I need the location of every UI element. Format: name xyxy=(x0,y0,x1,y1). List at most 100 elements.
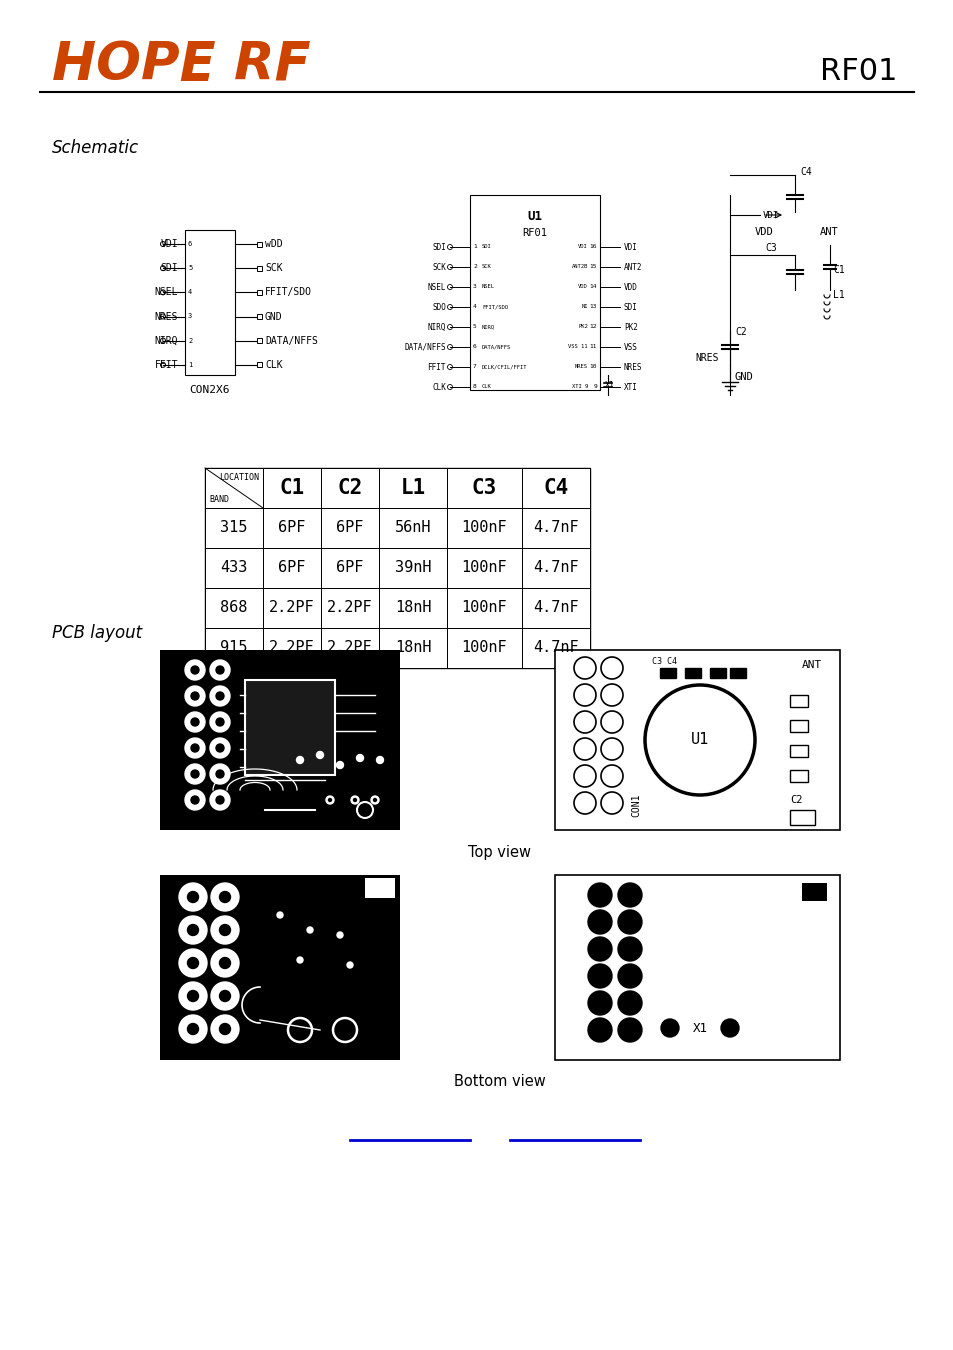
Bar xyxy=(205,508,263,548)
Text: ANT2B: ANT2B xyxy=(571,265,587,270)
Text: wDD: wDD xyxy=(265,239,282,248)
Bar xyxy=(320,589,378,628)
Circle shape xyxy=(307,927,313,933)
Text: CON1: CON1 xyxy=(630,794,640,817)
Text: RF01: RF01 xyxy=(820,58,897,86)
Circle shape xyxy=(188,891,198,903)
Bar xyxy=(263,628,320,668)
Circle shape xyxy=(587,991,612,1015)
Circle shape xyxy=(374,798,376,802)
Circle shape xyxy=(215,744,224,752)
Text: U1: U1 xyxy=(690,733,708,748)
Circle shape xyxy=(587,964,612,988)
Text: Schematic: Schematic xyxy=(52,139,139,157)
Text: 315: 315 xyxy=(220,521,248,536)
Text: 100nF: 100nF xyxy=(461,640,507,656)
Circle shape xyxy=(191,693,199,701)
Bar xyxy=(789,810,814,825)
Bar xyxy=(263,508,320,548)
Text: 13: 13 xyxy=(589,305,597,309)
Text: NIRQ: NIRQ xyxy=(481,324,495,329)
Bar xyxy=(256,242,262,247)
Text: 100nF: 100nF xyxy=(461,560,507,575)
Circle shape xyxy=(328,798,331,802)
Circle shape xyxy=(211,883,239,911)
Text: 4.7nF: 4.7nF xyxy=(533,521,578,536)
Bar xyxy=(659,668,676,678)
Text: C3: C3 xyxy=(472,478,497,498)
Text: FFIT: FFIT xyxy=(427,363,446,371)
Text: GND: GND xyxy=(265,312,282,321)
Bar xyxy=(320,628,378,668)
Text: NSEL: NSEL xyxy=(427,282,446,292)
Circle shape xyxy=(188,1023,198,1034)
Text: PK2: PK2 xyxy=(578,324,587,329)
Circle shape xyxy=(587,883,612,907)
Text: DATA/NFFS: DATA/NFFS xyxy=(265,336,317,346)
Text: HOPE RF: HOPE RF xyxy=(52,39,311,90)
Text: C3: C3 xyxy=(764,243,776,252)
Text: 1: 1 xyxy=(473,244,476,250)
Text: Top view: Top view xyxy=(468,845,531,860)
Text: GND: GND xyxy=(734,373,753,382)
Text: C1: C1 xyxy=(832,265,843,275)
Circle shape xyxy=(188,991,198,1002)
Text: C2: C2 xyxy=(734,327,746,338)
Bar xyxy=(378,628,447,668)
Bar xyxy=(521,589,589,628)
Circle shape xyxy=(296,756,303,764)
Circle shape xyxy=(376,756,383,764)
Text: 868: 868 xyxy=(220,601,248,616)
Text: CLK: CLK xyxy=(265,360,282,370)
Circle shape xyxy=(191,744,199,752)
Circle shape xyxy=(219,925,231,936)
Text: 14: 14 xyxy=(589,285,597,289)
Text: 6PF: 6PF xyxy=(278,521,305,536)
Bar xyxy=(447,548,521,589)
Text: 15: 15 xyxy=(589,265,597,270)
Circle shape xyxy=(618,883,641,907)
Bar xyxy=(521,468,589,508)
Text: FFIT/SDO: FFIT/SDO xyxy=(265,288,312,297)
Bar xyxy=(789,720,807,732)
Circle shape xyxy=(185,738,205,757)
Text: 433: 433 xyxy=(220,560,248,575)
Circle shape xyxy=(185,686,205,706)
Circle shape xyxy=(371,796,378,805)
Bar xyxy=(263,548,320,589)
Circle shape xyxy=(210,738,230,757)
Text: NSEL: NSEL xyxy=(154,288,178,297)
Bar xyxy=(256,290,262,294)
Circle shape xyxy=(215,693,224,701)
Circle shape xyxy=(354,798,356,802)
Circle shape xyxy=(179,1015,207,1044)
Bar xyxy=(205,589,263,628)
Text: 6PF: 6PF xyxy=(336,521,363,536)
Text: U1: U1 xyxy=(527,211,542,224)
Text: NRES: NRES xyxy=(575,364,587,370)
Text: 100nF: 100nF xyxy=(461,601,507,616)
Circle shape xyxy=(215,796,224,805)
Text: Bottom view: Bottom view xyxy=(454,1075,545,1089)
Bar xyxy=(320,508,378,548)
Text: 7: 7 xyxy=(473,364,476,370)
Circle shape xyxy=(618,910,641,934)
Bar xyxy=(447,628,521,668)
Circle shape xyxy=(215,769,224,778)
Text: NRES: NRES xyxy=(623,363,641,371)
Text: 100nF: 100nF xyxy=(461,521,507,536)
Text: XTI 9: XTI 9 xyxy=(571,385,587,390)
Text: 4.7nF: 4.7nF xyxy=(533,560,578,575)
Text: 39nH: 39nH xyxy=(395,560,431,575)
Text: 2.2PF: 2.2PF xyxy=(327,601,373,616)
Text: CLK: CLK xyxy=(432,382,446,391)
Circle shape xyxy=(179,883,207,911)
Text: 6: 6 xyxy=(188,242,193,247)
Text: L1: L1 xyxy=(400,478,425,498)
Text: NRES: NRES xyxy=(695,352,718,363)
Text: 10: 10 xyxy=(589,364,597,370)
Text: 56nH: 56nH xyxy=(395,521,431,536)
Text: NI: NI xyxy=(581,305,587,309)
Text: VDI: VDI xyxy=(762,211,779,220)
Circle shape xyxy=(191,666,199,674)
